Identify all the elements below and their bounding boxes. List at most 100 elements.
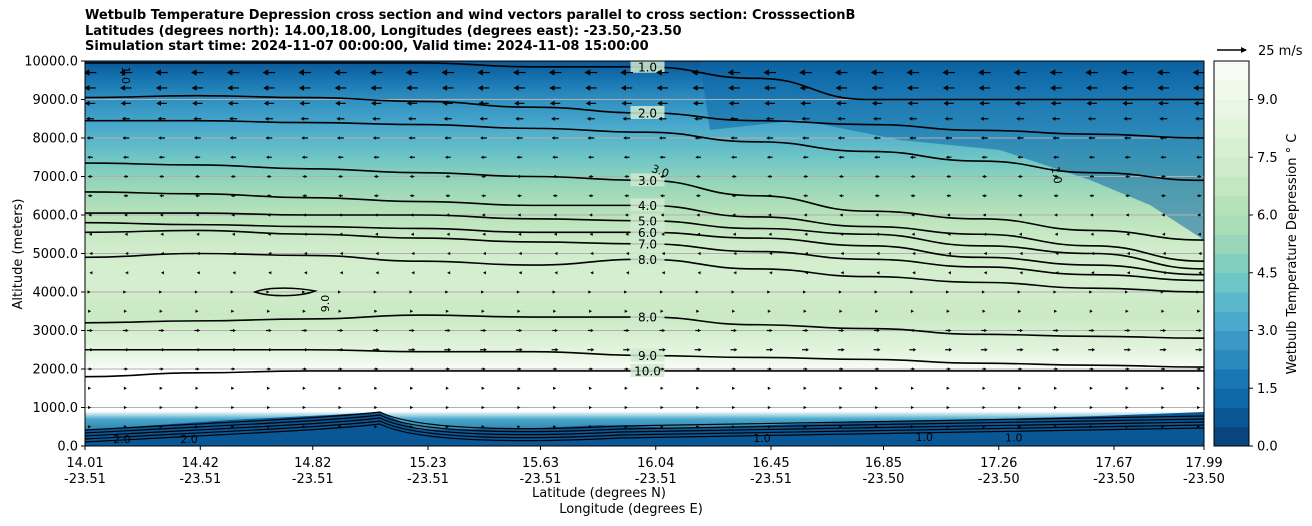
wind-vector-head xyxy=(1019,251,1023,256)
contour-label: 1.0 xyxy=(753,432,771,445)
wind-vector-head xyxy=(192,100,197,106)
wind-vector-head xyxy=(696,213,700,217)
wind-vector-head xyxy=(984,328,988,333)
wind-vector-head xyxy=(445,194,449,198)
x-tick-label-lon: -23.51 xyxy=(520,472,562,487)
wind-vector-head xyxy=(766,136,770,140)
wind-vector-head xyxy=(766,155,770,159)
wind-vector-head xyxy=(1125,386,1129,390)
wind-vector-head xyxy=(767,290,771,294)
y-tick-label: 5000.0 xyxy=(33,247,79,262)
y-tick-label: 7000.0 xyxy=(33,170,79,185)
wind-vector-head xyxy=(588,425,592,429)
wind-vector-head xyxy=(801,116,806,121)
title-line-3: Simulation start time: 2024-11-07 00:00:… xyxy=(85,39,649,54)
wind-vector-head xyxy=(584,69,591,76)
wind-vector-head xyxy=(1019,271,1023,275)
wind-vector-head xyxy=(372,136,376,140)
wind-vector-head xyxy=(660,309,664,313)
wind-vector-head xyxy=(410,405,414,410)
colorbar-segment xyxy=(1214,253,1249,274)
wind-vector-head xyxy=(447,251,451,256)
wind-vector-head xyxy=(1197,213,1201,217)
wind-vector-head xyxy=(553,425,557,429)
wind-vector-head xyxy=(303,367,307,371)
wind-vector-head xyxy=(265,136,269,140)
wind-vector-head xyxy=(661,367,665,371)
wind-vector-head xyxy=(410,386,414,390)
wind-vector-head xyxy=(1196,290,1200,294)
y-tick-label: 8000.0 xyxy=(33,132,79,147)
wind-vector-head xyxy=(374,405,378,410)
contour-label: 3.0 xyxy=(638,174,657,188)
wind-vector-head xyxy=(585,100,591,106)
wind-vector-head xyxy=(477,69,483,76)
wind-vector-head xyxy=(159,174,163,179)
wind-vector-head xyxy=(123,309,127,313)
wind-vector-head xyxy=(982,386,986,390)
wind-vector-head xyxy=(803,405,807,410)
wind-vector-head xyxy=(696,405,700,410)
wind-vector-head xyxy=(194,290,198,294)
wind-vector-head xyxy=(119,69,126,76)
wind-vector-head xyxy=(123,386,127,390)
wind-vector-head xyxy=(1086,100,1092,106)
wind-vector-head xyxy=(406,100,412,106)
contour-line-closed xyxy=(252,287,318,297)
wind-vector-head xyxy=(334,85,340,91)
wind-vector-head xyxy=(1085,85,1092,91)
contour-label-bg xyxy=(630,198,665,212)
wind-vector-head xyxy=(87,194,91,198)
wind-vector-head xyxy=(232,251,236,256)
wind-vector-head xyxy=(302,386,306,390)
wind-vector-head xyxy=(126,348,130,352)
wind-vector-head xyxy=(161,328,165,333)
wind-vector-head xyxy=(696,309,700,313)
wind-vector-head xyxy=(1161,386,1165,390)
x-tick-label-lon: -23.51 xyxy=(292,472,334,487)
wind-vector-head xyxy=(481,174,485,179)
wind-vector-head xyxy=(1018,425,1022,429)
wind-vector-head xyxy=(159,290,163,294)
colorbar-tick-label: 4.5 xyxy=(1257,266,1278,281)
colorbar-segment xyxy=(1214,138,1249,158)
wind-vector-head xyxy=(190,69,197,76)
wind-vector-head xyxy=(695,290,699,294)
wind-vector-head xyxy=(1050,85,1056,91)
wind-vector-head xyxy=(554,271,558,275)
wind-vector-head xyxy=(587,136,591,140)
wind-vector-head xyxy=(233,348,237,352)
contour-label-bg xyxy=(630,225,665,239)
x-tick-label-lat: 16.45 xyxy=(752,456,789,471)
wind-vector-head xyxy=(1126,251,1130,256)
wind-vector-head xyxy=(85,100,90,106)
wind-vector-head xyxy=(1055,367,1059,371)
wind-vector-head xyxy=(1160,290,1164,294)
wind-vector-head xyxy=(1092,348,1096,352)
wind-vector-head xyxy=(624,309,628,313)
wind-vector-head xyxy=(441,69,448,76)
wind-vector-head xyxy=(910,194,914,198)
wind-vector-head xyxy=(513,85,519,91)
wind-vector-head xyxy=(732,405,736,410)
colorbar-segment xyxy=(1214,157,1249,177)
colorbar-label: Wetbulb Temperature Depression ° C xyxy=(1285,134,1300,375)
wind-vector-head xyxy=(1161,309,1165,313)
wind-vector-head xyxy=(799,85,805,91)
wind-vector-head xyxy=(982,309,986,313)
wind-vector-head xyxy=(767,194,771,198)
wind-vector-head xyxy=(588,194,592,198)
colorbar-segment xyxy=(1214,292,1249,312)
surface-contour-line xyxy=(85,423,1204,443)
wind-vector-head xyxy=(372,116,376,121)
colorbar-tick-label: 3.0 xyxy=(1257,324,1278,339)
wind-vector-head xyxy=(1054,309,1058,313)
wind-vector-head xyxy=(626,251,630,256)
wind-vector-head xyxy=(481,425,485,429)
colorbar-segment xyxy=(1214,426,1249,447)
contour-label-bg xyxy=(630,173,665,187)
wind-vector-head xyxy=(411,328,415,333)
wind-vector-head xyxy=(1054,425,1058,429)
wind-vector-head xyxy=(301,155,305,159)
wind-vector-head xyxy=(517,405,521,410)
